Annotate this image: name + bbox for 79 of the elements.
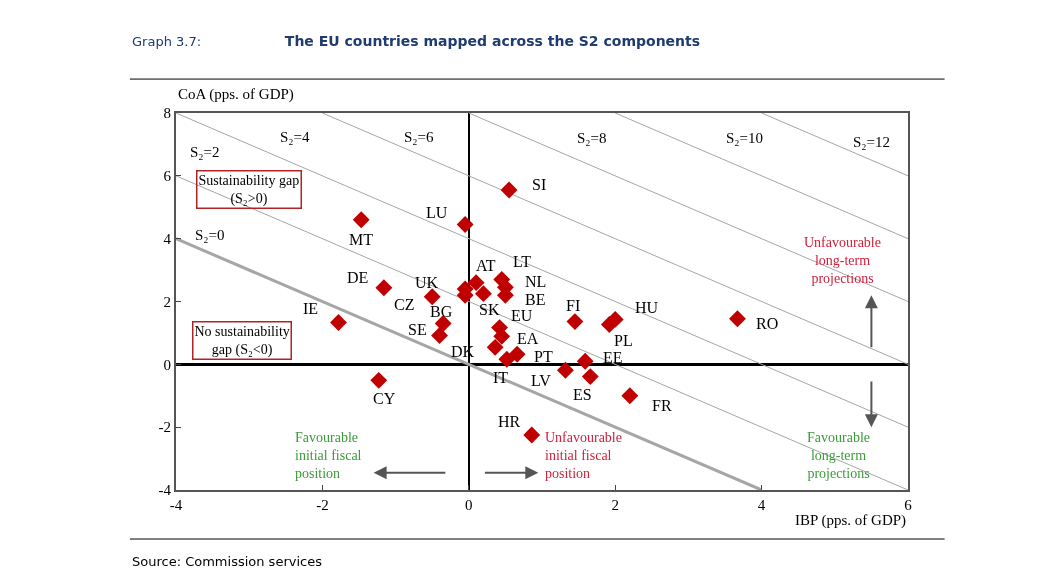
annotation: SK [479,301,500,318]
point [330,314,347,331]
point [456,216,474,233]
point [375,279,393,297]
annotation: IE [303,300,319,317]
annotation: S₂=2 [190,144,220,160]
point [467,274,485,292]
annotation: S₂=4 [280,129,311,145]
annotation: DE [347,269,369,286]
y-tick-label: -4 [158,482,172,499]
point [556,361,574,379]
annotation: SI [532,176,547,193]
annotation: LT [513,253,532,270]
annotation: NL [525,273,547,290]
x-tick-label: 6 [904,497,913,513]
annotation: RO [756,315,779,332]
point [728,310,746,328]
point [474,285,492,303]
annotation: FR [652,397,672,414]
y-axis-title: CoA (pps. of GDP) [178,86,294,103]
point [431,326,448,344]
x-tick-label: 4 [757,497,766,513]
point [523,426,541,444]
point [621,387,639,405]
annotation: S₂=6 [404,129,435,145]
annotation: S₂=0 [195,227,225,243]
annotation: EU [511,307,533,324]
point [581,368,599,386]
annotation: Unfavourable long-term projections [804,235,881,287]
annotation: PL [614,332,633,349]
y-tick-label: 2 [163,293,171,310]
y-tick-label: 6 [163,168,172,185]
annotation: Favourable long-term projections [807,430,870,482]
annotation: HR [498,413,521,430]
x-axis-title: IBP (pps. of GDP) [795,512,907,529]
annotation: IT [493,369,509,386]
source-note: Source: Commission services [132,554,323,569]
annotation: CY [373,390,396,407]
y-tick-label: 4 [163,230,172,247]
annotation: LU [426,204,448,221]
annotation: S₂=8 [577,130,607,146]
annotation: S₂=12 [853,134,891,150]
annotation: No sustainability gap (S₂<0) [194,323,290,358]
x-tick-label: -2 [316,497,329,513]
annotation: EA [517,330,539,347]
y-tick-label: 0 [163,356,171,373]
chart-title: The EU countries mapped across the S2 components [284,32,701,49]
point [500,181,518,199]
annotation: S₂=10 [726,130,764,146]
annotation: Unfavourable initial fiscal position [545,430,622,482]
annotation: BG [430,303,453,320]
annotation: Sustainability gap (S₂>0) [198,172,300,207]
caption: Graph 3.7: [132,34,202,49]
point [486,338,504,356]
point [498,350,516,368]
point [508,345,526,363]
y-tick-label: 8 [163,105,171,122]
annotation: Favourable initial fiscal position [295,430,362,482]
x-tick-label: 2 [611,497,619,513]
annotation: ES [573,386,592,403]
annotation: FI [566,297,581,314]
x-tick-label: 0 [465,497,473,513]
y-tick-label: -2 [158,419,171,436]
annotation: PT [534,348,553,365]
annotation: BE [525,291,546,308]
annotation: HU [635,299,659,316]
point [370,371,388,389]
annotation: LV [531,372,552,389]
annotation: EE [603,349,623,366]
annotation: UK [415,274,439,291]
annotation: SE [408,321,427,338]
point [576,352,594,370]
point [600,315,618,333]
annotation: AT [476,257,496,274]
point [566,313,584,331]
point [352,211,370,229]
annotation: CZ [394,296,415,313]
annotation: MT [349,231,374,248]
point [423,288,441,306]
